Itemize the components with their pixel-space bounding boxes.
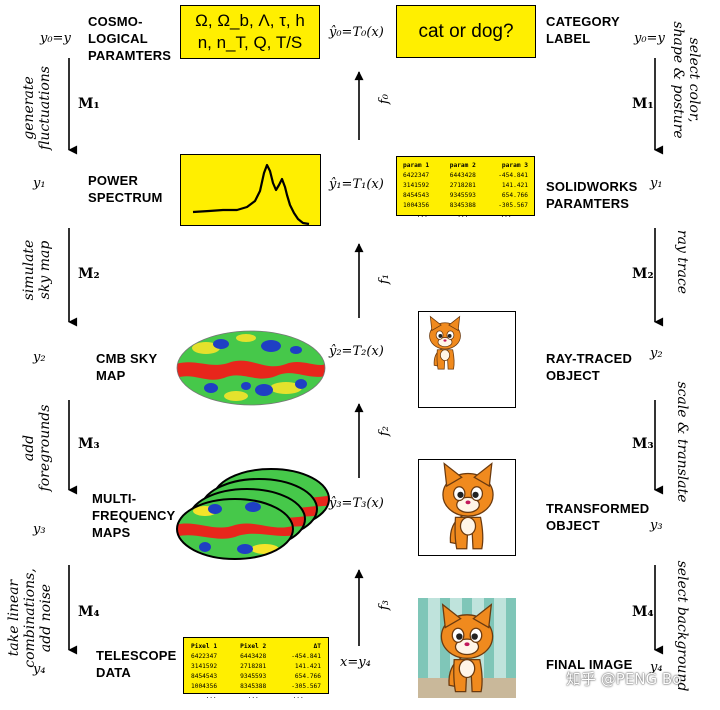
label-multi-frequency-maps: MULTI- FREQUENCY MAPS	[92, 491, 176, 540]
left-verb-linear-combinations: take linear combinations, add noise	[6, 568, 54, 668]
right-verb-scale-translate: scale & translate	[674, 381, 690, 503]
right-var-y2: y₂	[650, 346, 663, 361]
right-var-y0: y₀=y	[634, 31, 665, 46]
label-category-label: CATEGORY LABEL	[546, 14, 620, 46]
cat-final-icon	[440, 603, 494, 693]
cat-small-icon	[429, 315, 461, 370]
function-f3: f₃	[377, 599, 392, 610]
solidworks-params-table: param 1 param 2 param 3 6422347 6443428 -454…	[396, 156, 535, 219]
right-m1: M₁	[632, 96, 654, 112]
table-row: 6422347 6443428 -454.841	[191, 653, 321, 660]
cosmo-params-line-1: Ω, Ω_b, Λ, τ, h	[195, 11, 305, 30]
function-f0: f₀	[377, 93, 392, 104]
table-row: 3141592 2718281 141.421	[403, 182, 528, 189]
transform-t0: ŷ₀=T₀(x)	[329, 25, 384, 40]
table-row: .........	[205, 693, 304, 700]
left-var-y2: y₂	[33, 350, 46, 365]
function-f1: f₁	[377, 273, 392, 284]
left-var-y4: y₄	[33, 662, 46, 677]
transform-t3: ŷ₃=T₃(x)	[329, 496, 384, 511]
transform-x: x=y₄	[340, 655, 371, 670]
right-var-y1: y₁	[650, 176, 663, 191]
watermark: 知乎 @PENG Bo	[566, 670, 682, 688]
left-verb-generate-fluctuations: generate fluctuations	[21, 66, 53, 150]
table-row: 8454543 9345593 654.766	[191, 673, 321, 680]
transform-t1: ŷ₁=T₁(x)	[329, 177, 384, 192]
left-verb-simulate-sky-map: simulate sky map	[21, 239, 53, 301]
left-m3: M₃	[78, 436, 100, 452]
category-question-box: cat or dog?	[396, 5, 536, 58]
power-spectrum-curve	[192, 163, 310, 226]
label-cosmological-parameters: COSMO- LOGICAL PARAMTERS	[88, 14, 172, 63]
label-telescope-data: TELESCOPE DATA	[96, 648, 177, 680]
power-spectrum-box	[180, 154, 321, 226]
right-verb-ray-trace: ray trace	[674, 229, 690, 295]
right-m3: M₃	[632, 436, 654, 452]
right-verb-select-color: select color, shape & posture	[670, 21, 702, 139]
telescope-data-table: Pixel 1 Pixel 2 ΔT 6422347 6443428 -454.841 …	[183, 637, 329, 700]
left-verb-add-foregrounds: add foregrounds	[21, 404, 53, 492]
label-power-spectrum: POWER SPECTRUM	[88, 173, 163, 205]
left-var-y3: y₃	[33, 522, 46, 537]
ray-traced-object-frame	[418, 311, 516, 408]
table-row: 8454543 9345593 654.766	[403, 192, 528, 199]
right-var-y4: y₄	[650, 660, 663, 675]
left-m2: M₂	[78, 266, 100, 282]
right-m4: M₄	[632, 604, 654, 620]
table-row: 3141592 2718281 141.421	[191, 663, 321, 670]
right-m2: M₂	[632, 266, 654, 282]
function-f2: f₂	[377, 425, 392, 436]
label-final-image: FINAL IMAGE	[546, 657, 633, 672]
transformed-object-frame	[418, 459, 516, 556]
transform-t2: ŷ₂=T₂(x)	[329, 344, 384, 359]
table-row: 6422347 6443428 -454.841	[403, 172, 528, 179]
left-var-y1: y₁	[33, 176, 46, 191]
cosmo-params-line-2: n, n_T, Q, T/S	[197, 33, 303, 52]
right-var-y3: y₃	[650, 518, 663, 533]
label-cmb-sky-map: CMB SKY MAP	[96, 351, 158, 383]
multi-frequency-maps	[176, 468, 330, 560]
label-solidworks-parameters: SOLIDWORKS PARAMTERS	[546, 179, 638, 211]
cmb-sky-map	[176, 330, 326, 406]
left-var-y0: y₀=y	[40, 31, 71, 46]
left-m4: M₄	[78, 604, 100, 620]
cosmo-params-box: Ω, Ω_b, Λ, τ, h n, n_T, Q, T/S	[180, 5, 320, 59]
left-m1: M₁	[78, 96, 100, 112]
final-image	[418, 598, 516, 698]
label-ray-traced-object: RAY-TRACED OBJECT	[546, 351, 633, 383]
table-row: .........	[416, 212, 512, 219]
label-transformed-object: TRANSFORMED OBJECT	[546, 501, 650, 533]
cat-large-icon	[442, 462, 494, 550]
category-question-text: cat or dog?	[418, 21, 514, 42]
table-row: 1004356 8345388 -305.567	[191, 683, 321, 690]
table-row: 1004356 8345388 -305.567	[403, 202, 528, 209]
